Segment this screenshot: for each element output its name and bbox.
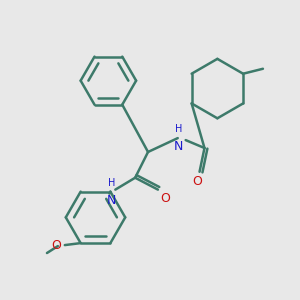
Text: O: O bbox=[51, 238, 61, 252]
Text: O: O bbox=[160, 192, 170, 205]
Text: H: H bbox=[175, 124, 182, 134]
Text: N: N bbox=[107, 194, 116, 207]
Text: O: O bbox=[193, 175, 202, 188]
Text: N: N bbox=[174, 140, 183, 153]
Text: H: H bbox=[108, 178, 115, 188]
